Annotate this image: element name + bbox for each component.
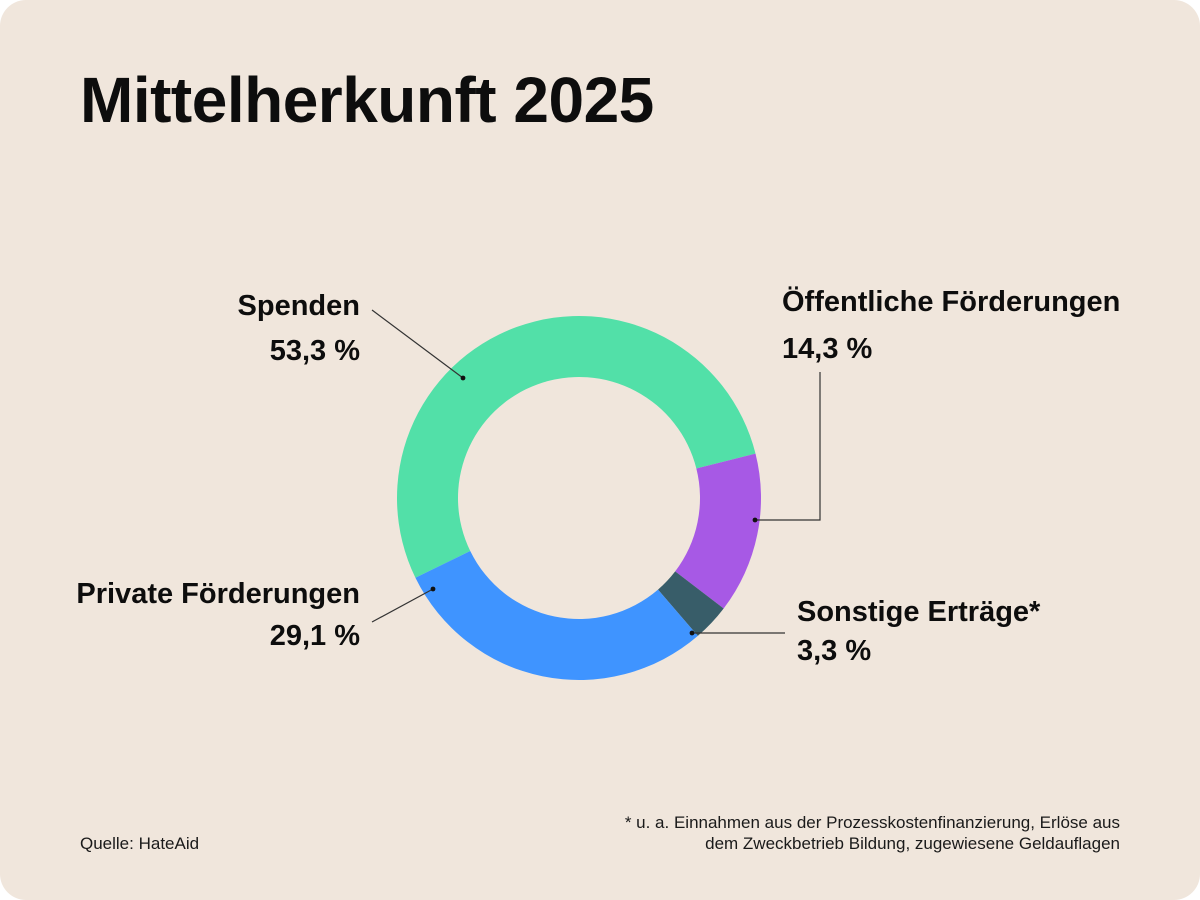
leader-dot-3 xyxy=(430,586,436,592)
footnote-line-2: dem Zweckbetrieb Bildung, zugewiesene Ge… xyxy=(705,834,1120,853)
leader-dot-2 xyxy=(689,630,695,636)
chart-title: Mittelherkunft 2025 xyxy=(80,64,654,136)
leader-line-0 xyxy=(371,309,464,379)
label-sonstige-name: Sonstige Erträge* xyxy=(797,596,1041,628)
leader-line-1 xyxy=(755,372,821,521)
footnote: * u. a. Einnahmen aus der Prozesskostenf… xyxy=(560,812,1120,854)
slice-2 xyxy=(657,571,724,636)
label-oeffentliche-name: Öffentliche Förderungen xyxy=(782,286,1121,318)
label-sonstige-value: 3,3 % xyxy=(797,635,872,667)
slice-1 xyxy=(675,453,761,609)
leader-dot-1 xyxy=(752,517,758,523)
label-private-name: Private Förderungen xyxy=(76,578,360,610)
slice-0 xyxy=(397,316,756,578)
label-private-value: 29,1 % xyxy=(269,620,360,652)
label-spenden-value: 53,3 % xyxy=(269,335,360,367)
source-note: Quelle: HateAid xyxy=(80,834,200,853)
leader-line-3 xyxy=(371,588,434,623)
footnote-line-1: * u. a. Einnahmen aus der Prozesskostenf… xyxy=(624,813,1120,832)
slice-3 xyxy=(415,551,698,681)
label-oeffentliche-value: 14,3 % xyxy=(782,333,873,365)
label-spenden-name: Spenden xyxy=(237,290,360,322)
leader-dot-0 xyxy=(460,375,466,381)
